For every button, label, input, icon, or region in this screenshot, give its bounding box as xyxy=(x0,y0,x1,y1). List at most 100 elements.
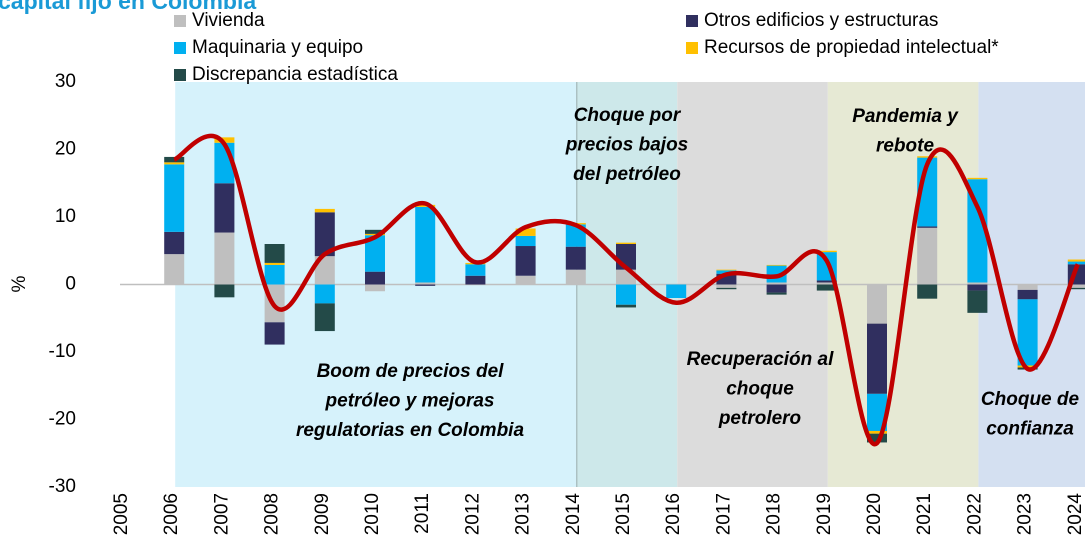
bar-segment xyxy=(365,271,385,285)
bar-segment xyxy=(1067,284,1085,288)
bar-segment xyxy=(565,269,586,285)
bar-segment xyxy=(616,242,636,244)
bar-segment xyxy=(616,284,636,305)
period-label: Pandemia y xyxy=(852,106,959,127)
bar-segment xyxy=(967,290,988,313)
bar-segment xyxy=(716,270,737,274)
legend-swatch xyxy=(174,15,186,27)
period-label: petróleo y mejoras xyxy=(325,391,495,412)
bar-segment xyxy=(314,303,335,332)
bar-segment xyxy=(716,284,737,288)
bar-segment xyxy=(415,204,436,207)
bar-segment xyxy=(365,229,385,234)
total-line xyxy=(173,133,1080,447)
bar-segment xyxy=(816,280,837,283)
bar-segment xyxy=(1067,259,1085,262)
bar-segment xyxy=(766,284,787,293)
x-tick-label: 2023 xyxy=(1015,493,1036,535)
bar-segment xyxy=(867,430,887,434)
bar-segment xyxy=(214,232,235,285)
bar-segment xyxy=(164,231,185,255)
bar-segment xyxy=(264,262,285,265)
bar-segment xyxy=(415,206,436,283)
y-tick-label: 30 xyxy=(55,71,76,92)
bar-segment xyxy=(917,156,938,158)
bar-segment xyxy=(716,273,737,285)
bar-segment xyxy=(867,323,887,394)
x-tick-label: 2015 xyxy=(613,493,634,535)
bar-segment xyxy=(867,284,887,324)
bar-segment xyxy=(515,246,536,276)
bar-segment xyxy=(365,284,385,292)
x-tick-label: 2017 xyxy=(713,493,734,535)
x-tick-label: 2011 xyxy=(412,493,433,534)
legend-swatch xyxy=(686,42,698,54)
chart-title: capital fijo en Colombia xyxy=(0,0,256,14)
x-tick-label: 2012 xyxy=(462,493,483,535)
bar-segment xyxy=(1017,299,1038,366)
bar-segment xyxy=(917,226,938,228)
legend-label: Otros edificios y estructuras xyxy=(704,10,938,31)
bar-segment xyxy=(967,282,988,285)
x-tick-label: 2013 xyxy=(513,493,534,535)
bar-segment xyxy=(1067,287,1085,290)
x-tick-label: 2019 xyxy=(814,493,835,535)
bar-segment xyxy=(867,433,887,443)
bar-segment xyxy=(766,282,787,285)
x-tick-label: 2021 xyxy=(914,493,935,535)
period-label: Choque por xyxy=(574,105,682,126)
legend-label: Maquinaria y equipo xyxy=(192,37,363,58)
bar-segment xyxy=(666,284,687,298)
bar-segment xyxy=(465,275,486,285)
bar-segment xyxy=(917,284,938,299)
bar-segment xyxy=(867,393,887,431)
bar-segment xyxy=(214,284,235,298)
legend-swatch xyxy=(174,69,186,81)
x-tick-label: 2008 xyxy=(262,493,283,535)
legend-label: Vivienda xyxy=(192,10,265,31)
bar-segment xyxy=(314,256,335,285)
x-tick-label: 2018 xyxy=(764,493,785,535)
bar-segment xyxy=(214,183,235,233)
bar-segment xyxy=(365,235,385,272)
bar-segment xyxy=(1017,284,1038,290)
period-label: Choque de xyxy=(981,389,1080,410)
period-label: regulatorias en Colombia xyxy=(296,420,524,441)
period-label: confianza xyxy=(986,419,1074,440)
y-axis-label: % xyxy=(9,275,30,292)
bar-segment xyxy=(365,233,385,236)
bar-segment xyxy=(766,292,787,295)
period-label: choque xyxy=(726,379,794,400)
period-label: Recuperación al xyxy=(687,349,834,370)
bar-segment xyxy=(1067,261,1085,265)
bar-segment xyxy=(967,177,988,180)
bar-segment xyxy=(1017,289,1038,300)
bar-segment xyxy=(264,264,285,285)
bar-segment xyxy=(314,212,335,257)
y-tick-label: 20 xyxy=(55,139,76,160)
legend-swatch xyxy=(174,42,186,54)
x-tick-label: 2016 xyxy=(663,493,684,535)
x-tick-label: 2014 xyxy=(563,493,584,536)
y-tick-label: 10 xyxy=(55,206,76,227)
period-label: del petróleo xyxy=(573,164,681,185)
x-tick-label: 2024 xyxy=(1065,493,1085,536)
x-tick-label: 2009 xyxy=(312,493,333,535)
period-label: precios bajos xyxy=(565,135,689,156)
bar-segment xyxy=(314,208,335,213)
x-tick-label: 2022 xyxy=(964,493,985,535)
legend-label: Discrepancia estadística xyxy=(192,64,398,85)
bar-segment xyxy=(565,246,586,270)
x-tick-label: 2020 xyxy=(864,493,885,535)
bar-segment xyxy=(616,304,636,308)
bar-segment xyxy=(766,264,787,266)
y-tick-label: 0 xyxy=(65,274,76,295)
x-tick-label: 2007 xyxy=(211,493,232,535)
period-label: petrolero xyxy=(718,408,801,429)
bar-segment xyxy=(716,287,737,290)
bar-segment xyxy=(917,227,938,285)
bar-segment xyxy=(716,269,737,271)
x-tick-label: 2010 xyxy=(362,493,383,535)
